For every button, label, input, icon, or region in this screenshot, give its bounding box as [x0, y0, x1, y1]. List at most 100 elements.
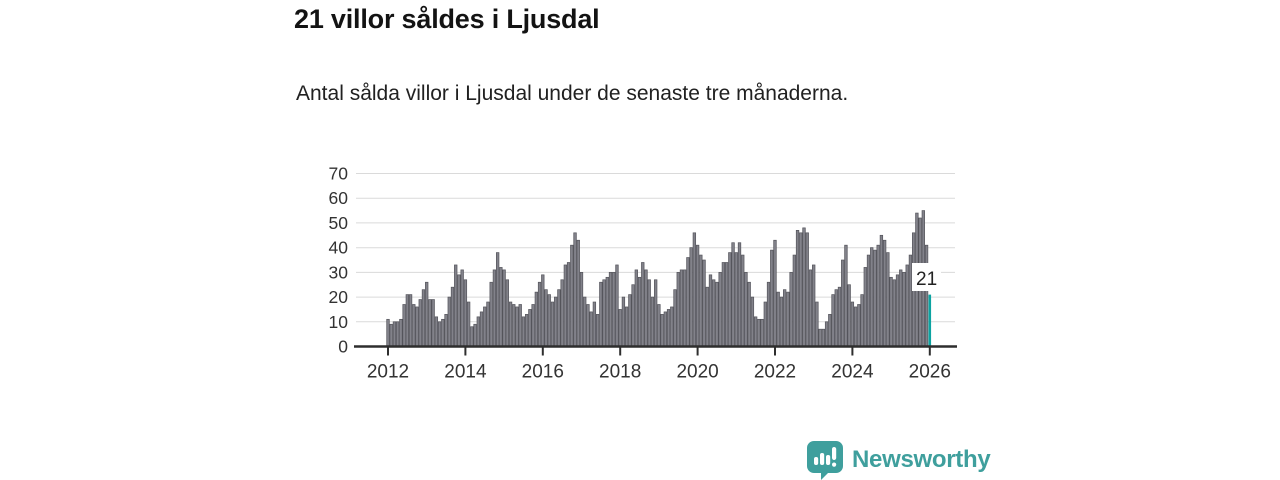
x-axis-ticks — [387, 347, 931, 356]
bar — [399, 318, 403, 347]
x-tick-label: 2022 — [754, 362, 796, 383]
bar — [392, 321, 397, 347]
x-tick-label: 2024 — [831, 362, 874, 383]
bar — [570, 244, 574, 347]
bar — [547, 294, 551, 347]
y-tick-label: 70 — [329, 164, 349, 184]
bar — [783, 289, 787, 347]
logo-bar-2 — [820, 453, 825, 465]
bar — [550, 301, 555, 347]
bar — [531, 304, 535, 347]
bar — [734, 252, 738, 347]
bar — [866, 254, 871, 347]
bar — [405, 294, 410, 347]
bar — [466, 301, 471, 347]
bar — [760, 318, 764, 347]
bar — [624, 306, 629, 347]
bar — [741, 254, 745, 347]
bar — [560, 279, 564, 347]
bar — [699, 254, 703, 347]
bar — [637, 276, 642, 347]
bar — [753, 316, 758, 347]
bar — [812, 264, 816, 347]
bar — [805, 232, 809, 347]
bar — [666, 309, 671, 347]
bar — [899, 269, 903, 347]
bar — [789, 272, 793, 347]
bar — [747, 281, 751, 347]
bar — [615, 264, 619, 347]
bar — [908, 254, 913, 347]
bar — [841, 259, 845, 347]
bar — [670, 306, 674, 347]
bar — [437, 321, 442, 347]
x-tick-label: 2016 — [522, 362, 564, 383]
bar — [444, 314, 448, 347]
bar — [418, 299, 422, 347]
bar — [660, 314, 664, 347]
bar — [518, 304, 522, 347]
bar — [512, 304, 516, 347]
bar — [521, 316, 526, 347]
bar — [721, 262, 726, 347]
bar-chart: 0 10 20 30 40 50 60 70 21 2012 2014 2016 2018 2020 202… — [300, 150, 980, 400]
y-tick-label: 30 — [329, 262, 349, 282]
bar — [554, 296, 558, 347]
bar — [695, 244, 700, 347]
bar — [634, 269, 638, 347]
bar — [728, 252, 732, 347]
bar — [608, 272, 613, 347]
subtitle: Antal sålda villor i Ljusdal under de se… — [296, 82, 849, 105]
bar — [815, 301, 819, 347]
x-tick-label: 2026 — [909, 362, 951, 383]
x-tick-label: 2014 — [444, 362, 487, 383]
bar — [757, 318, 761, 347]
y-tick-label: 60 — [329, 188, 349, 208]
bar — [479, 311, 484, 347]
y-axis-labels: 0 10 20 30 40 50 60 70 — [329, 164, 349, 357]
bar — [454, 264, 458, 347]
bar — [886, 252, 890, 347]
bar — [773, 239, 777, 347]
bar — [492, 269, 497, 347]
bar — [750, 296, 755, 347]
bar — [802, 227, 806, 347]
speech-bubble-shape — [807, 441, 843, 480]
bar — [476, 316, 480, 347]
bar — [415, 306, 419, 347]
bar — [599, 281, 603, 347]
bar — [902, 272, 906, 347]
bar — [566, 262, 571, 347]
bar — [602, 279, 606, 347]
bar — [683, 269, 687, 347]
headline: 21 villor såldes i Ljusdal — [294, 4, 600, 34]
bar — [428, 299, 432, 347]
bar — [586, 304, 590, 347]
bar — [412, 304, 416, 347]
bar — [573, 232, 577, 347]
highlight-bar — [928, 294, 932, 347]
bar — [499, 267, 503, 347]
bar — [686, 257, 690, 347]
bar — [828, 314, 832, 347]
bar — [408, 294, 413, 347]
bar — [850, 301, 855, 347]
bar — [589, 311, 593, 347]
bar — [808, 269, 813, 347]
bar — [737, 242, 742, 347]
bar — [744, 272, 748, 347]
bars — [386, 210, 929, 347]
newsworthy-logo-icon — [807, 441, 843, 480]
bar — [431, 299, 435, 347]
bar — [583, 296, 587, 347]
bar — [763, 301, 767, 347]
bar — [612, 272, 616, 347]
bar — [853, 306, 858, 347]
bar — [818, 328, 822, 347]
bar — [618, 309, 622, 347]
logo-exclamation-stroke — [832, 447, 837, 460]
newsworthy-wordmark: Newsworthy — [852, 446, 991, 473]
bar — [605, 276, 609, 347]
bar — [776, 291, 780, 347]
